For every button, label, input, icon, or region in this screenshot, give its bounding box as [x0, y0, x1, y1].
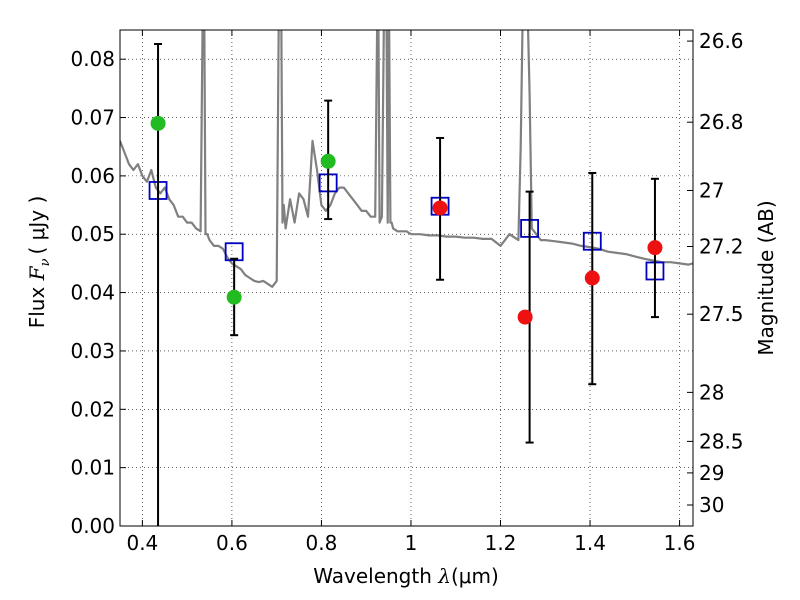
x-tick-label: 0.4: [126, 531, 158, 555]
x-tick-label: 1.4: [574, 531, 606, 555]
x-tick-label: 1.6: [664, 531, 696, 555]
y-tick-label: 0.08: [70, 47, 115, 71]
y-tick-label: 0.07: [70, 106, 115, 130]
observed-point-marker: [226, 289, 242, 305]
observed-point-marker: [320, 153, 336, 169]
x-tick-label: 0.6: [216, 531, 248, 555]
plot-frame: [119, 29, 694, 527]
y-tick-label: 0.06: [70, 164, 115, 188]
observed-point-marker: [647, 240, 663, 256]
y-tick-label: 0.02: [70, 397, 115, 421]
y2-tick-label: 28: [699, 380, 724, 404]
y2-tick-label: 27.5: [699, 302, 744, 326]
y-tick-label: 0.03: [70, 339, 115, 363]
x-tick-label: 0.8: [306, 531, 338, 555]
y-tick-label: 0.01: [70, 456, 115, 480]
observed-point-marker: [432, 200, 448, 216]
y2-axis-label: Magnitude (AB): [754, 200, 778, 355]
y2-tick-label: 27: [699, 178, 724, 202]
spectrum-line: [120, 30, 693, 288]
axis-ticks: 0.4 0.6 0.8 1 1.2 1.4 1.6 0.00 0.01 0.02 0.03 0.04 0…: [70, 29, 743, 555]
y-tick-label: 0.05: [70, 222, 115, 246]
observed-point-marker: [517, 309, 533, 325]
y2-tick-label: 29: [699, 461, 724, 485]
x-tick-label: 1: [405, 531, 418, 555]
y2-tick-label: 27.2: [699, 234, 744, 258]
observed-point-marker: [584, 270, 600, 286]
plot-area: [120, 30, 693, 526]
y2-tick-label: 26.8: [699, 110, 744, 134]
y2-tick-label: 28.5: [699, 429, 744, 453]
grid: [120, 30, 693, 527]
y-axis-label: Flux Fν( μJy ): [25, 196, 53, 329]
y2-tick-label: 30: [699, 493, 724, 517]
y2-tick-label: 26.6: [699, 29, 744, 53]
y-tick-label: 0.04: [70, 281, 115, 305]
y-tick-label: 0.00: [70, 514, 115, 538]
x-axis-label: Wavelength λ(μm): [313, 564, 499, 588]
x-tick-label: 1.2: [485, 531, 517, 555]
observed-point-marker: [150, 115, 166, 131]
